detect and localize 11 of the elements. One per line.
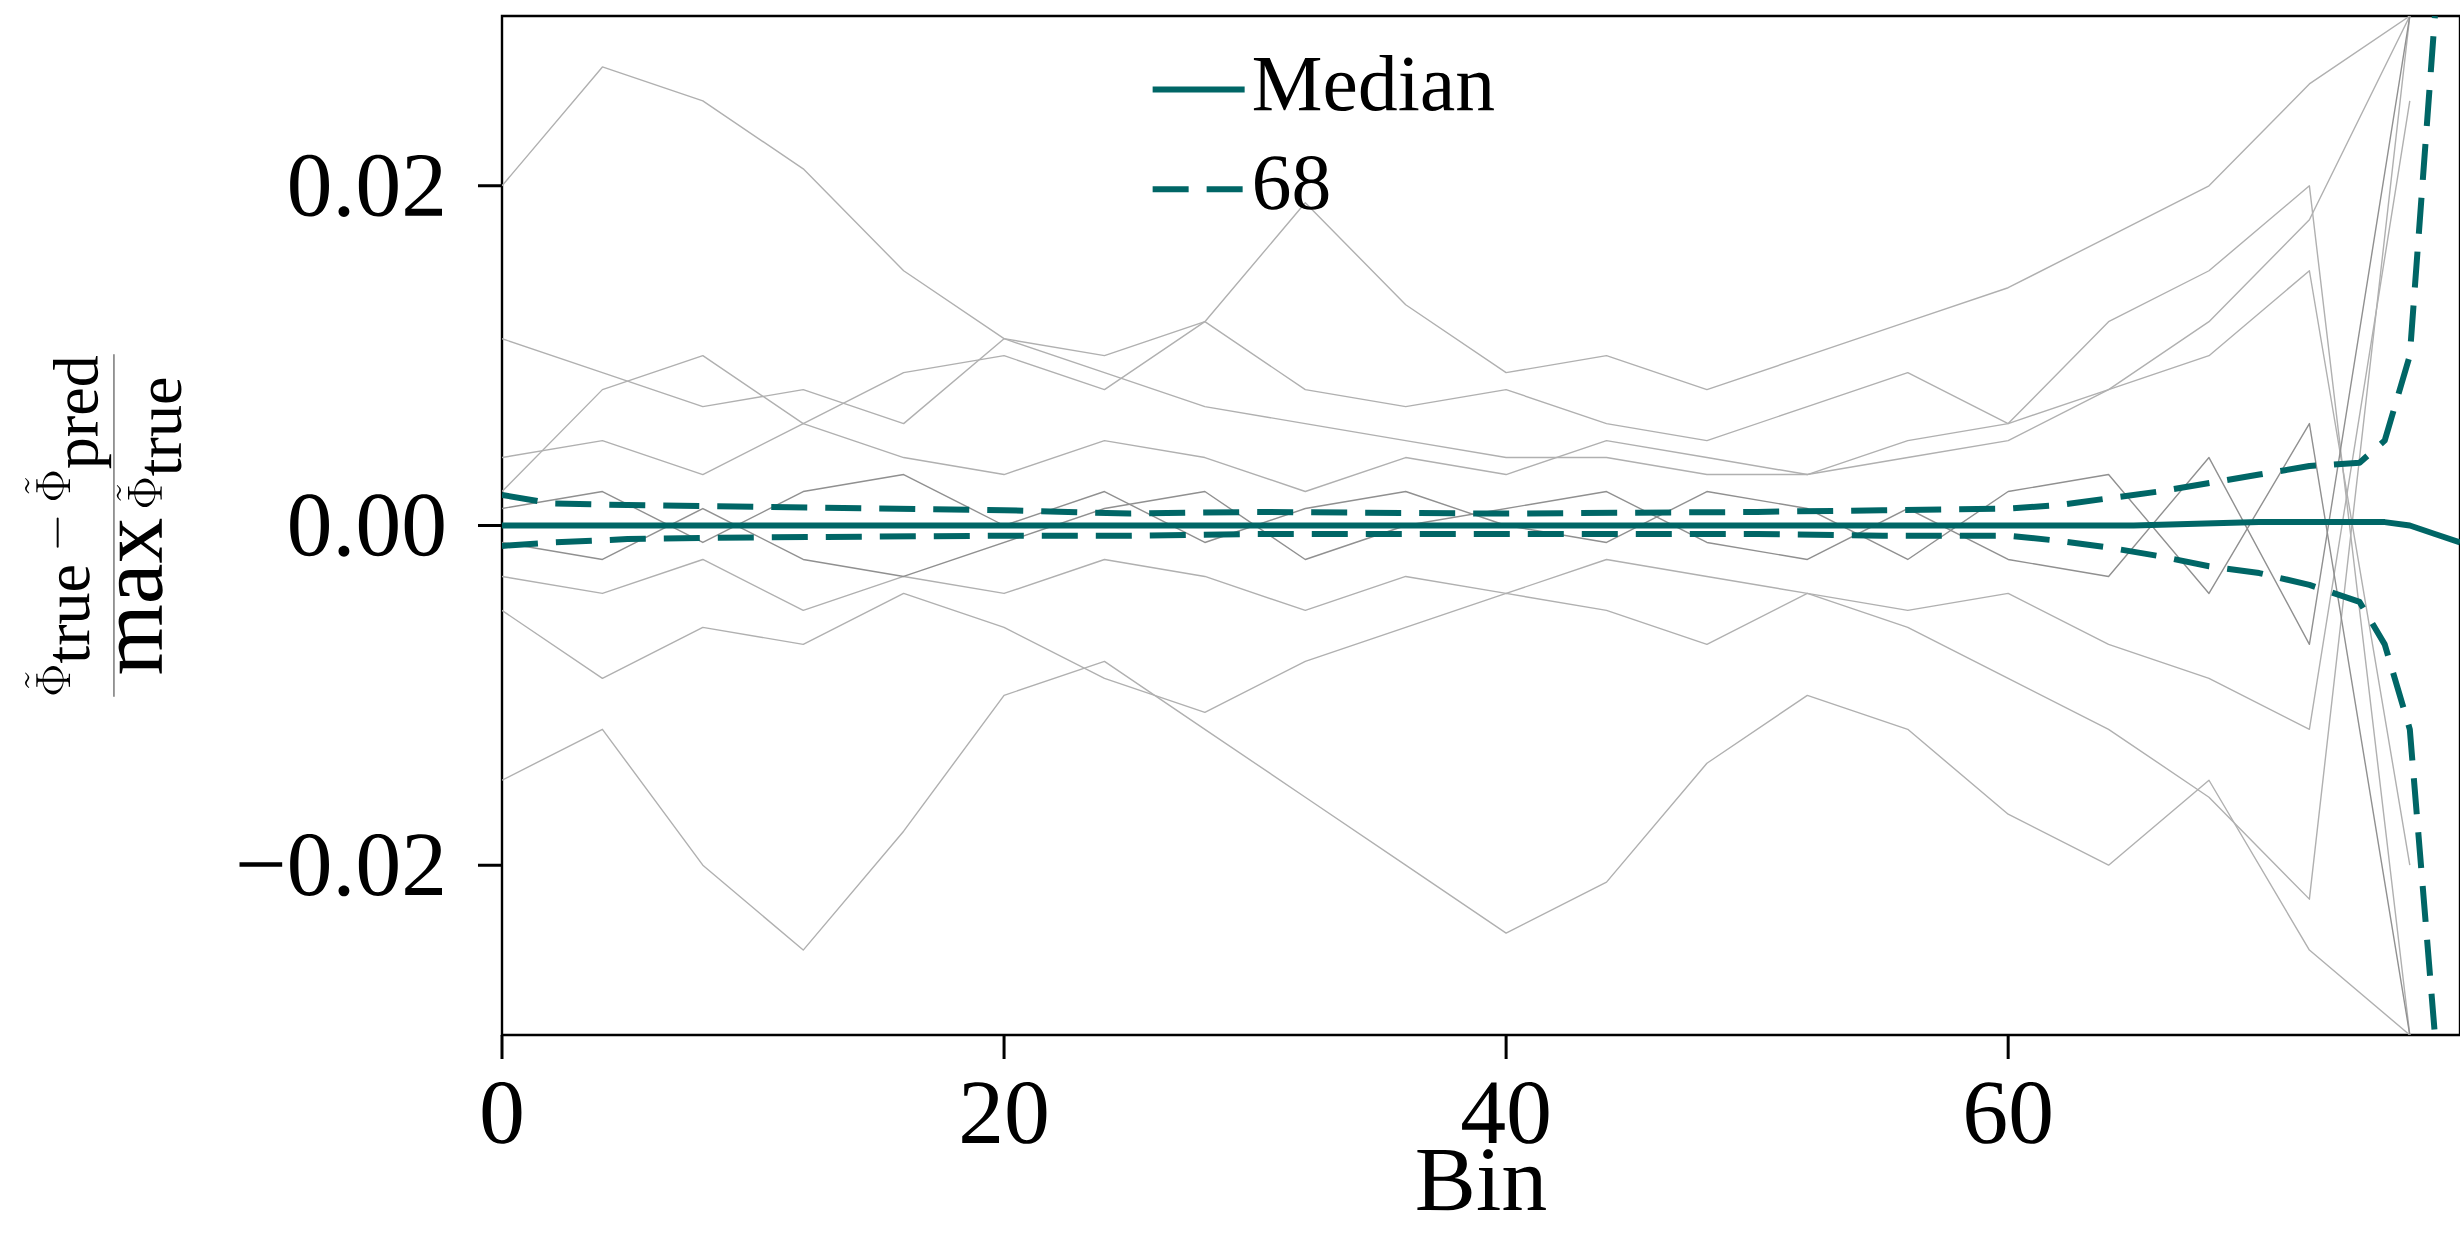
y-tick-label: 0.02 [290,154,442,217]
x-tick-label: 40 [1462,1081,1549,1144]
x-tick-label: 20 [962,1081,1047,1144]
y-tick-label: 0.00 [290,494,444,557]
x-axis-title: Bin [1417,1149,1546,1211]
y-axis-title: $\frac{\tilde{\Phi}_{\mathrm{true}}-\tilde{\Phi}_{\mathrm{pred}}}{\max\tilde{\Phi}_{\mathrm{true}}}$ [25,354,182,697]
x-tick-label: 0 [482,1081,522,1144]
legend-label: Median [1253,54,1494,112]
y-tick-label: −0.02 [239,834,442,897]
x-tick-label: 60 [1966,1081,2051,1144]
legend-label: 68 [1255,155,1329,210]
